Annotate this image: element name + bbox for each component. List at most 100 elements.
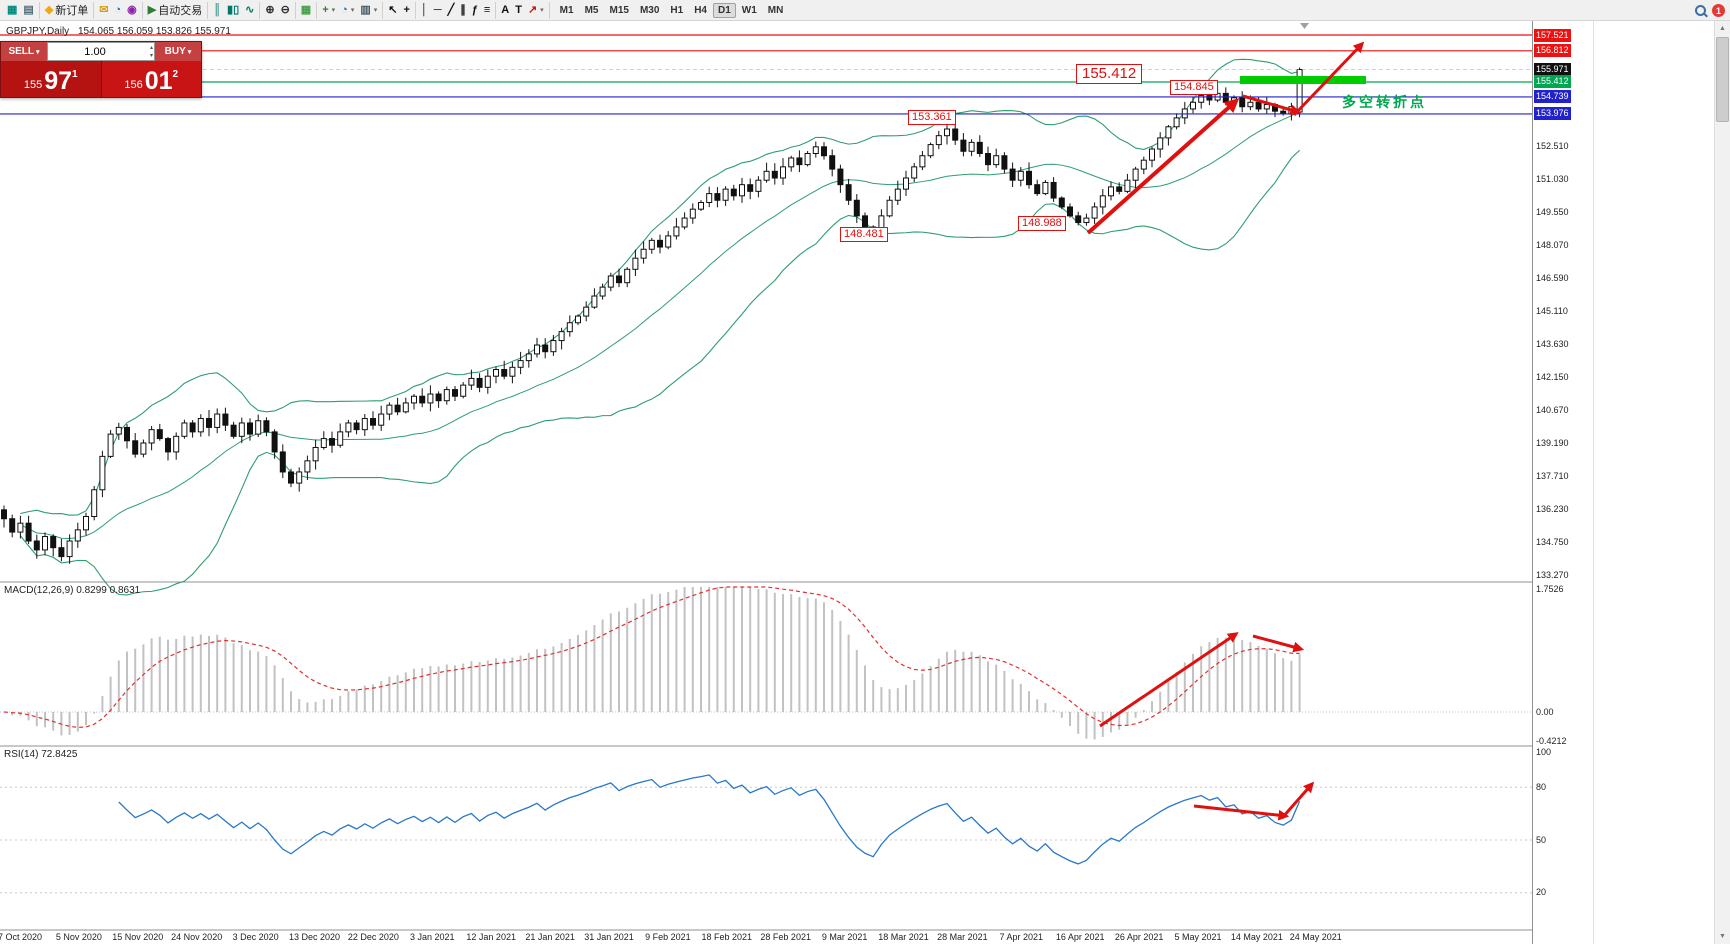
trend-arrow-5[interactable] [1252, 634, 1305, 653]
zoom-out-icon[interactable]: ⊖ [278, 2, 293, 19]
price-axis-label: 142.150 [1536, 371, 1569, 382]
timeframe-m15-button[interactable]: M15 [609, 4, 629, 16]
period-icon[interactable]: ◔ ▾ [338, 2, 357, 19]
date-axis-label: 7 Oct 2020 [0, 932, 43, 942]
line-chart-mode-icon[interactable]: ∿ [242, 2, 257, 19]
timeframe-m1-button[interactable]: M1 [559, 4, 574, 16]
vertical-scrollbar[interactable]: ▲ ▼ [1714, 21, 1730, 944]
date-axis-label: 15 Nov 2020 [112, 932, 164, 942]
trend-arrow-6[interactable] [1193, 804, 1290, 821]
trend-arrow-1[interactable] [1086, 98, 1240, 235]
date-axis-label: 9 Mar 2021 [821, 932, 868, 942]
dropdown-arrow-icon: ▾ [373, 7, 378, 14]
date-axis-label: 9 Feb 2021 [645, 932, 691, 942]
date-axis-label: 7 Apr 2021 [999, 932, 1044, 942]
lot-size-field[interactable]: ▴▾ [47, 42, 155, 61]
trade-panel-prices: 155 97 1 156 01 2 [1, 61, 201, 97]
shapes-icon[interactable]: ≡ [481, 2, 493, 19]
timeframe-h1-button[interactable]: H1 [670, 4, 684, 16]
price-axis-label: 146.590 [1536, 272, 1569, 283]
one-click-trading-panel: SELL ▾ ▴▾ BUY ▾ 155 97 1 156 01 2 [0, 41, 202, 98]
bar-chart-mode-icon[interactable]: ║ [210, 2, 224, 19]
scroll-down-icon[interactable]: ▼ [1719, 933, 1726, 940]
price-axis-label: 152.510 [1536, 141, 1569, 152]
arrows-icon[interactable]: ↗ ▾ [525, 2, 547, 19]
sell-button-label: SELL [8, 46, 35, 57]
trendline-icon: ╱ [447, 3, 455, 16]
cursor-icon[interactable]: ↖ [385, 2, 400, 19]
bollinger-middle-band [20, 110, 1300, 540]
toolbar-right: 1 [1695, 2, 1725, 19]
sell-price-bigfigure: 155 [23, 79, 43, 91]
timeframe-m5-button[interactable]: M5 [584, 4, 599, 16]
price-tag-155.971: 155.971 [1534, 63, 1571, 77]
trend-arrow-7[interactable] [1280, 781, 1315, 819]
step-down-icon[interactable]: ▾ [149, 53, 153, 59]
timeframe-mn-button[interactable]: MN [767, 4, 784, 16]
chart-window-icon[interactable]: ▦ [4, 2, 20, 19]
label-icon[interactable]: T [512, 2, 525, 19]
candlestick-mode-icon[interactable]: ▮▯ [224, 2, 242, 19]
price-axis-label: 133.270 [1536, 569, 1569, 580]
horizontal-line-icon[interactable]: ─ [431, 2, 445, 19]
search-icon[interactable] [1695, 5, 1706, 16]
zoom-in-icon[interactable]: ⊕ [262, 2, 277, 19]
lot-stepper[interactable]: ▴ ▾ [150, 44, 153, 60]
price-annotation-148.988[interactable]: 148.988 [1018, 216, 1066, 231]
fibonacci-icon[interactable]: ƒ [469, 2, 481, 19]
tile-windows-icon[interactable]: ▦ [298, 2, 314, 19]
crosshair-icon[interactable]: + [400, 2, 412, 19]
horizontal-line-icon: ─ [433, 3, 442, 16]
timeframe-h4-button[interactable]: H4 [694, 4, 707, 16]
timeframe-m30-button[interactable]: M30 [639, 4, 660, 16]
date-axis-label: 18 Mar 2021 [878, 932, 929, 942]
timeframe-w1-button[interactable]: W1 [741, 4, 757, 16]
price-annotation-154.845[interactable]: 154.845 [1170, 80, 1218, 95]
sell-price-button[interactable]: 155 97 1 [1, 61, 102, 97]
price-tag-154.739: 154.739 [1534, 90, 1571, 104]
price-annotation-155.412[interactable]: 155.412 [1076, 64, 1143, 84]
vertical-line-icon[interactable]: │ [418, 2, 431, 19]
date-axis-label: 13 Dec 2020 [288, 932, 341, 942]
date-axis-label: 16 Apr 2021 [1055, 932, 1105, 942]
timeframe-bar: M1 M5 M15 M30 H1 H4 D1 W1 MN [550, 2, 794, 18]
timeframe-d1-button[interactable]: D1 [712, 2, 736, 18]
text-icon[interactable]: A [498, 2, 512, 19]
resistance-zone-bar[interactable] [1240, 76, 1366, 85]
date-axis-label: 3 Dec 2020 [232, 932, 279, 942]
buy-price-button[interactable]: 156 01 2 [101, 61, 201, 97]
data-window-icon: ◔ [114, 3, 122, 16]
chart-shift-marker [1300, 23, 1309, 29]
channel-icon[interactable]: ∥ [457, 2, 469, 19]
new-order-button[interactable]: ◆ 新订单 [42, 2, 91, 19]
dropdown-arrow-icon: ▾ [540, 7, 544, 14]
sell-button[interactable]: SELL ▾ [1, 42, 47, 61]
price-tag-155.412: 155.412 [1534, 75, 1571, 89]
navigator-icon[interactable]: ◉ [124, 2, 140, 19]
line-chart-mode-icon: ∿ [245, 3, 255, 16]
market-watch-icon[interactable]: ✉ [96, 2, 111, 19]
trend-arrow-3[interactable] [1292, 41, 1365, 117]
turning-point-note[interactable]: 多空转折点 [1342, 94, 1427, 110]
trade-panel-header: SELL ▾ ▴▾ BUY ▾ [1, 42, 201, 61]
lot-size-input[interactable] [48, 45, 154, 58]
window-layout-icon[interactable]: ▤ [20, 2, 36, 19]
trendline-icon[interactable]: ╱ [445, 2, 458, 19]
scroll-up-icon[interactable]: ▲ [1719, 25, 1726, 32]
trend-arrow-4[interactable] [1099, 632, 1239, 728]
step-up-icon[interactable]: ▴ [149, 45, 153, 51]
rsi-axis-label: 100 [1536, 746, 1552, 757]
price-annotation-153.361[interactable]: 153.361 [908, 110, 956, 125]
autotrading-button[interactable]: ▶ 自动交易 [145, 2, 205, 19]
new-chart-icon[interactable]: + ▾ [319, 2, 338, 19]
chart-canvas [0, 21, 1533, 944]
template-icon[interactable]: ▥ ▾ [357, 2, 380, 19]
scrollbar-thumb[interactable] [1716, 37, 1729, 122]
buy-button[interactable]: BUY ▾ [155, 42, 201, 61]
price-axis-label: 151.030 [1536, 174, 1569, 185]
data-window-icon[interactable]: ◔ [112, 2, 125, 19]
price-axis: 152.510 151.030 149.550 148.070 146.590 145.1… [1533, 0, 1593, 944]
notification-badge[interactable]: 1 [1712, 4, 1725, 17]
price-annotation-148.481[interactable]: 148.481 [840, 227, 888, 242]
trend-arrow-2[interactable] [1242, 94, 1302, 116]
